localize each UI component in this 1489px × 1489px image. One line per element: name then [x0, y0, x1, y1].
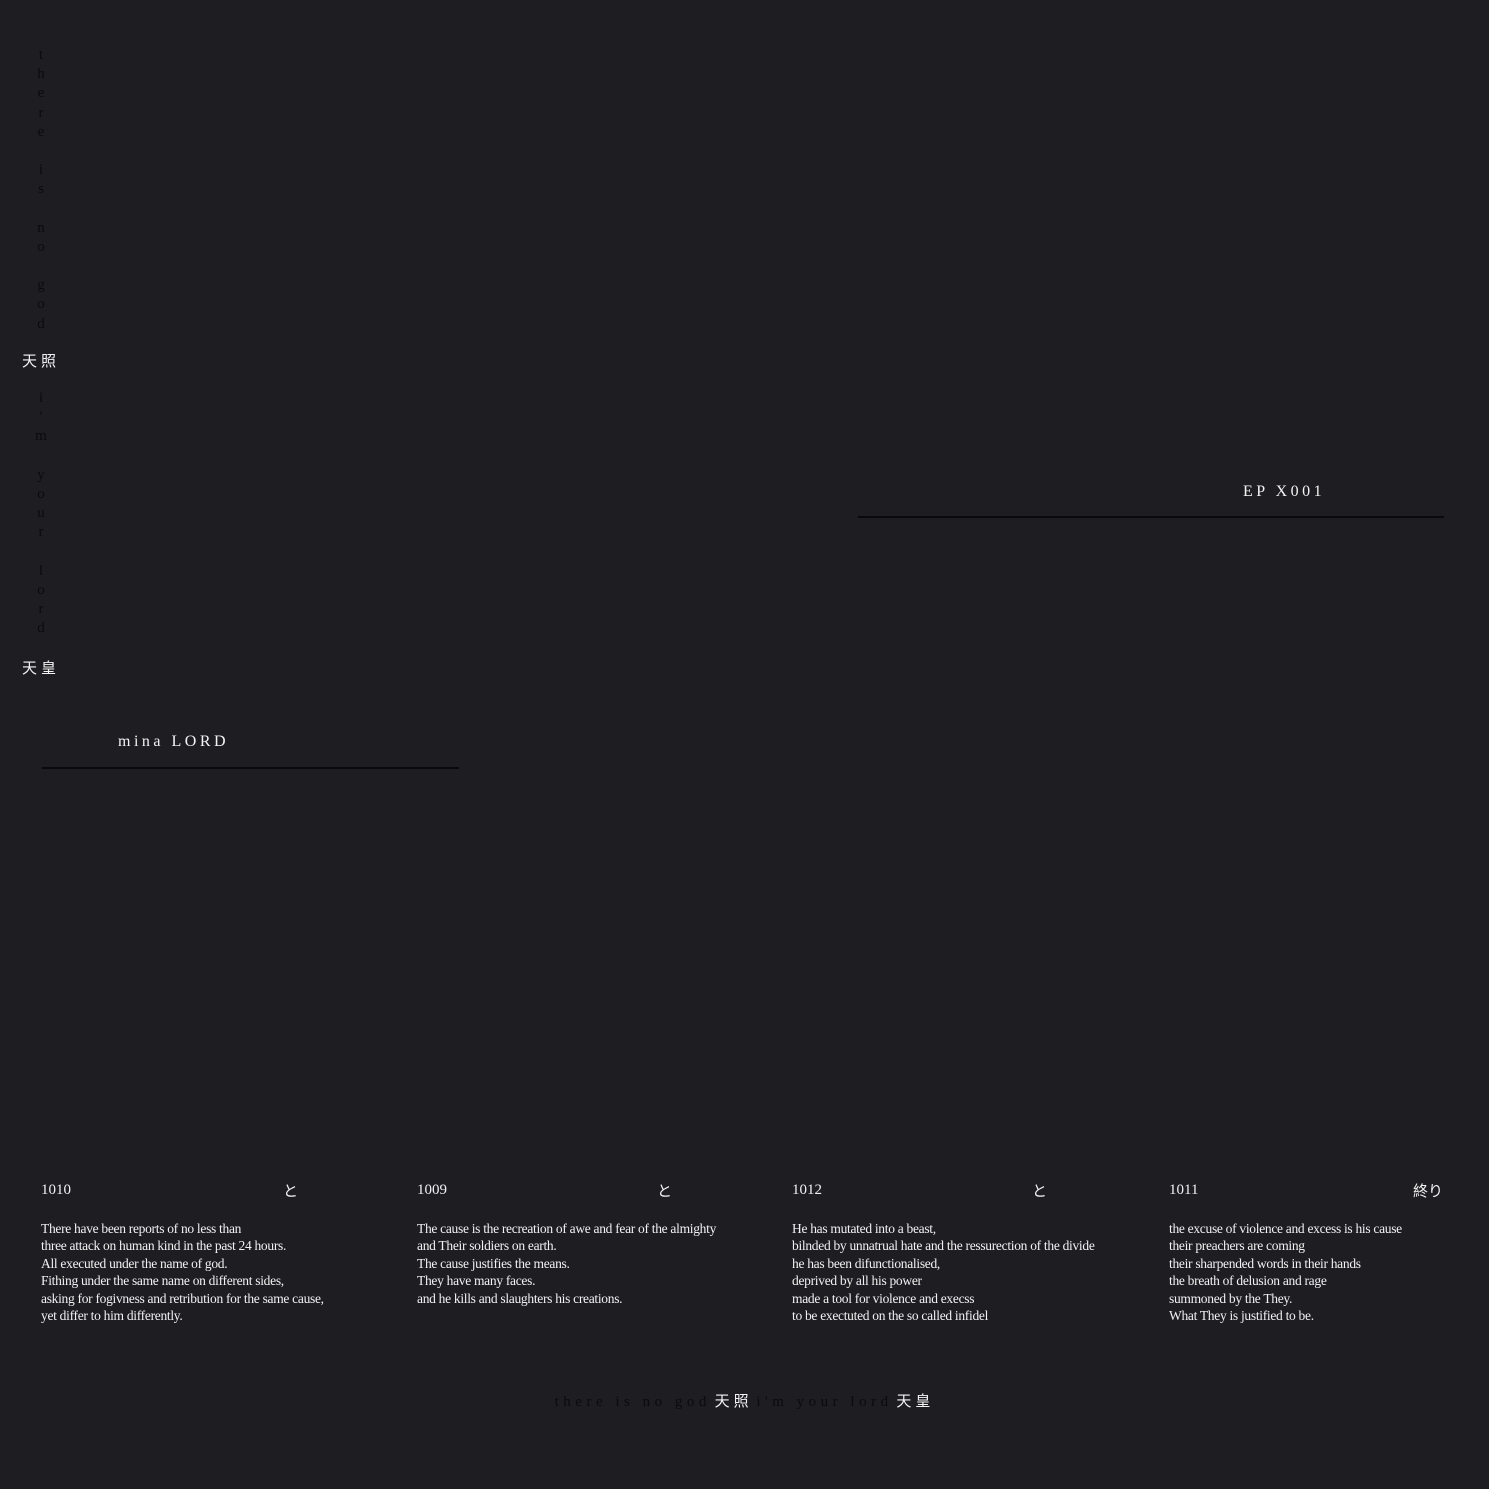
vertical-letter: n — [37, 219, 45, 236]
footer-tagline: there is no god 天照 i'm your lord 天皇 — [0, 1390, 1489, 1411]
vertical-letter: s — [38, 181, 44, 198]
lyric-line: All executed under the name of god. — [41, 1255, 228, 1271]
track-number: 1012 — [792, 1182, 822, 1198]
vertical-letter: i — [38, 162, 44, 179]
vertical-letter: y — [37, 466, 45, 483]
lyric-line: He has mutated into a beast, — [792, 1221, 936, 1236]
track-lyrics: There have been reports of no less than t… — [41, 1220, 324, 1324]
lyric-line: bilnded by unnatrual hate and the ressur… — [792, 1238, 1095, 1254]
track-mark: と — [657, 1182, 673, 1200]
track-lyrics: He has mutated into a beast, bilnded by u… — [792, 1220, 1095, 1324]
lyric-line: and Their soldiers on earth. — [417, 1238, 557, 1254]
vertical-letter: m — [35, 428, 47, 445]
lyric-line: their sharpended words in their hands — [1169, 1255, 1361, 1271]
vertical-letter — [31, 257, 51, 276]
lyric-line: made a tool for violence and execss — [792, 1290, 975, 1306]
vertical-letter: e — [37, 85, 45, 102]
lyric-line: deprived by all his power — [792, 1273, 922, 1289]
vertical-letter — [31, 200, 51, 219]
lyric-line: The cause is the recreation of awe and f… — [417, 1221, 717, 1236]
lyric-line: three attack on human kind in the past 2… — [41, 1238, 287, 1254]
track-mark: と — [1032, 1182, 1048, 1200]
release-divider — [858, 516, 1444, 518]
vertical-letter: g — [37, 277, 45, 294]
vertical-letter — [31, 142, 51, 161]
vertical-letter: r — [38, 104, 44, 121]
vertical-letter: o — [37, 485, 45, 502]
lyric-line: the excuse of violence and excess is his… — [1169, 1221, 1402, 1236]
lyric-line: to be exectuted on the so called infidel — [792, 1308, 989, 1324]
track-mark: と — [283, 1182, 299, 1200]
lyric-line: What They is justified to be. — [1169, 1308, 1314, 1324]
vertical-letter: t — [38, 47, 44, 63]
track-mark: 終り — [1413, 1182, 1444, 1200]
track-lyrics: The cause is the recreation of awe and f… — [417, 1220, 716, 1307]
lyric-line: asking for fogivness and retribution for… — [41, 1290, 324, 1306]
vertical-letter: ' — [39, 409, 43, 426]
vertical-letter: d — [37, 620, 45, 637]
lyric-line: he has been difunctionalised, — [792, 1255, 941, 1271]
vertical-letter: o — [37, 238, 45, 255]
footer-kanji-2: 天皇 — [896, 1392, 935, 1410]
release-code: EP X001 — [1243, 483, 1326, 500]
lyric-line: The cause justifies the means. — [417, 1255, 570, 1271]
lyric-line: their preachers are coming — [1169, 1238, 1305, 1254]
artist-name: mina LORD — [118, 733, 230, 750]
lyric-line: Fithing under the same name on different… — [41, 1273, 284, 1289]
lyric-line: summoned by the They. — [1169, 1290, 1293, 1306]
vertical-letter: u — [37, 505, 45, 522]
vertical-letter: o — [37, 581, 45, 598]
track-lyrics: the excuse of violence and excess is his… — [1169, 1220, 1402, 1324]
lyric-line: yet differ to him differently. — [41, 1308, 183, 1324]
vertical-letter — [31, 543, 51, 562]
vertical-letter: r — [38, 601, 44, 618]
artist-divider — [42, 767, 459, 769]
footer-text-2: i'm your lord — [756, 1394, 893, 1410]
vertical-kanji-2: 天皇 — [22, 659, 61, 677]
track-number: 1009 — [417, 1182, 447, 1198]
vertical-letter: e — [37, 123, 45, 140]
lyric-line: and he kills and slaughters his creation… — [417, 1290, 623, 1306]
vertical-letter: d — [37, 315, 45, 332]
vertical-letter: l — [38, 562, 44, 579]
lyric-line: They have many faces. — [417, 1273, 536, 1289]
track-number: 1010 — [41, 1182, 71, 1198]
footer-kanji-1: 天照 — [714, 1392, 753, 1410]
track-number: 1011 — [1169, 1182, 1199, 1198]
footer-text-1: there is no god — [554, 1394, 711, 1410]
vertical-letter — [31, 447, 51, 466]
vertical-letter: o — [37, 296, 45, 313]
lyric-line: the breath of delusion and rage — [1169, 1273, 1327, 1289]
vertical-kanji-1: 天照 — [22, 352, 61, 370]
vertical-letter: i — [38, 390, 44, 406]
vertical-letter: h — [37, 66, 45, 83]
lyric-line: There have been reports of no less than — [41, 1221, 242, 1236]
vertical-letter: r — [38, 524, 44, 541]
